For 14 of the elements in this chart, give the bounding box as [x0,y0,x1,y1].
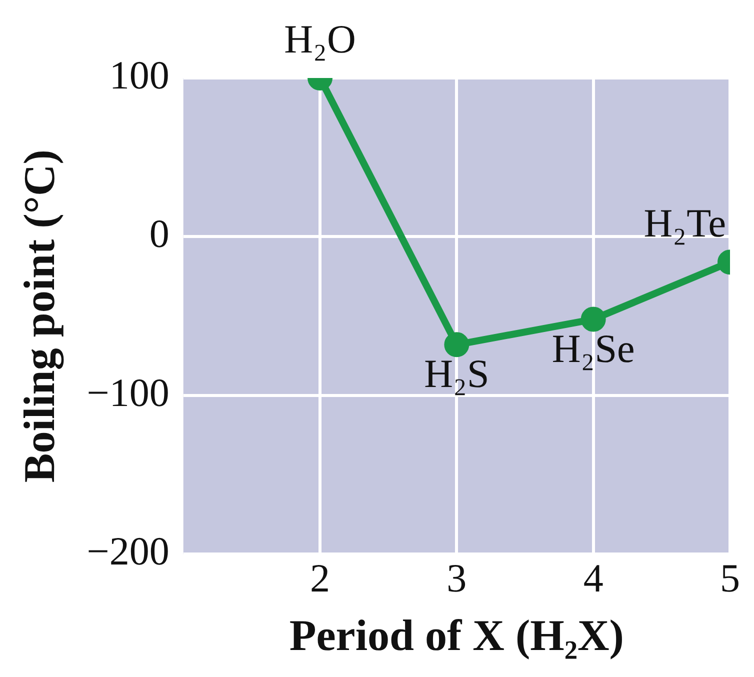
annotation: H₂Te [644,200,726,246]
x-tick-label: 2 [310,556,330,601]
y-tick-label: −200 [86,528,170,574]
y-tick-label: −100 [86,370,170,415]
annotation: H₂Se [552,326,635,371]
x-tick-label: 3 [446,556,467,601]
annotation: H₂S [424,351,490,396]
annotation: H₂O [284,16,356,62]
x-tick-label: 5 [720,556,740,601]
y-tick-label: 100 [109,52,170,98]
x-tick-label: 4 [583,556,604,601]
x-axis-title: Period of X (H₂X) [289,610,624,660]
y-axis-title: Boiling point (°C) [14,150,64,483]
y-tick-label: 0 [149,211,170,256]
